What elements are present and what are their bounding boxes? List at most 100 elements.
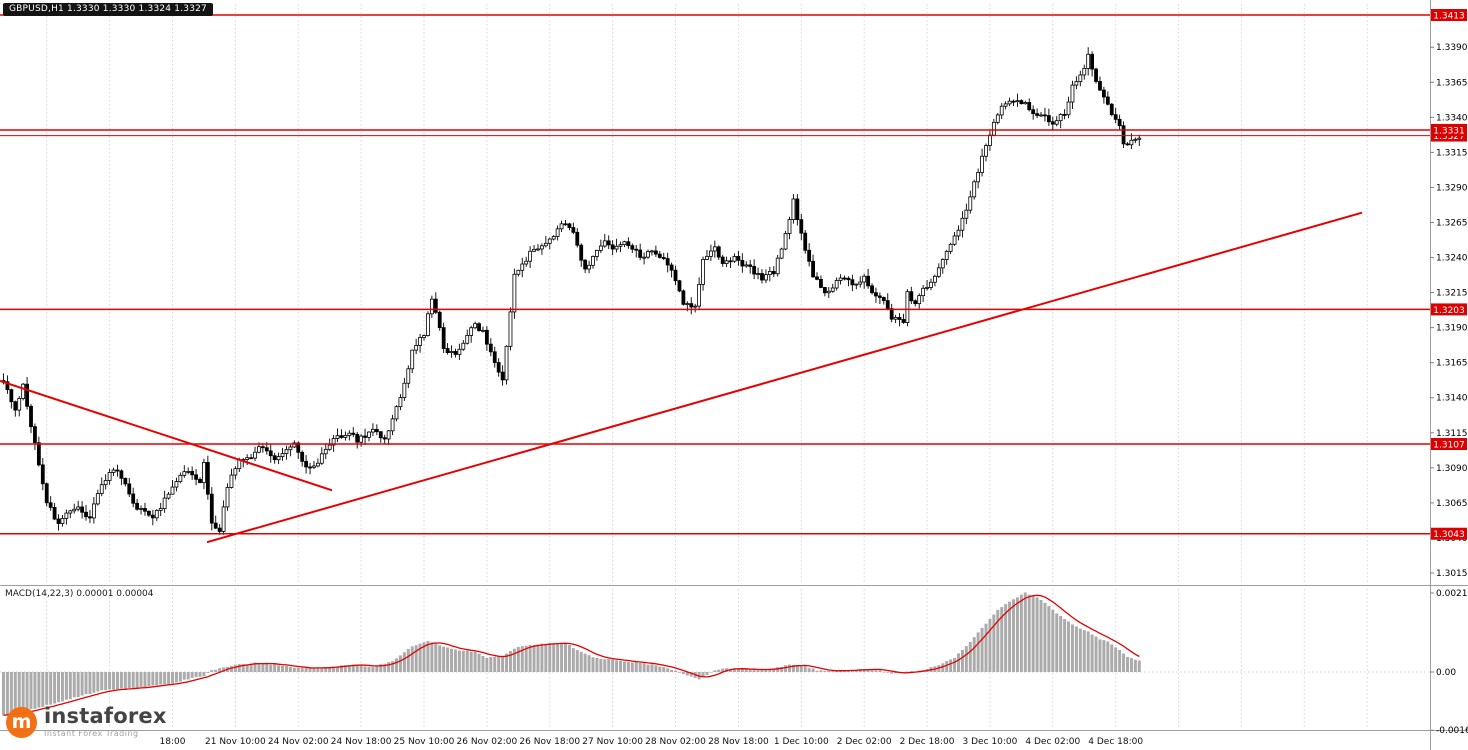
macd-bar	[170, 672, 174, 684]
candle-body	[874, 292, 878, 297]
macd-bar	[45, 672, 49, 705]
macd-bar	[949, 659, 953, 672]
macd-bar	[1039, 599, 1043, 672]
candle-body	[528, 250, 533, 262]
macd-bar	[151, 672, 155, 686]
macd-bar	[434, 643, 438, 672]
candle-body	[622, 241, 627, 246]
time-axis-label: 26 Nov 18:00	[519, 737, 580, 747]
price-axis-label: 1.3215	[1436, 289, 1468, 299]
macd-bar	[198, 672, 202, 677]
macd-bar	[953, 657, 957, 672]
candle-body	[764, 274, 768, 281]
time-axis-label: 21 Nov 10:00	[205, 737, 266, 747]
candle-body	[787, 219, 792, 234]
macd-bar	[29, 672, 33, 709]
macd-bar	[634, 662, 638, 672]
grid-lines	[0, 4, 1430, 729]
macd-bar	[595, 657, 599, 672]
candle-body	[115, 469, 120, 472]
candle-body	[382, 437, 387, 440]
macd-bar	[788, 664, 791, 672]
macd-bar	[1102, 640, 1106, 672]
horizontal-level-lines[interactable]	[0, 14, 1430, 535]
candle-body	[1062, 114, 1067, 116]
macd-bar	[591, 657, 595, 672]
candle-body	[854, 283, 859, 286]
candle-body	[304, 460, 309, 468]
candle-body	[374, 428, 379, 433]
price-level-badge-text: 1.3331	[1433, 126, 1465, 136]
macd-bar	[567, 644, 571, 672]
macd-bar	[552, 643, 556, 672]
candle-body	[838, 277, 843, 281]
macd-bar	[827, 670, 831, 672]
candle-body	[1129, 139, 1134, 146]
candle-body	[551, 236, 556, 240]
macd-axis-label: 0.00	[1436, 668, 1456, 678]
macd-axis[interactable]: 0.00217 0.00 -0.0016	[1430, 589, 1468, 736]
macd-bar	[253, 662, 257, 672]
macd-bar	[186, 672, 190, 680]
price-axis-label: 1.3015	[1436, 569, 1468, 579]
candle-body	[595, 249, 599, 257]
candle-body	[1027, 102, 1032, 111]
candle-body	[559, 223, 564, 230]
watermark-tagline: Instant Forex Trading	[44, 729, 139, 738]
candle-body	[866, 275, 870, 287]
candle-body	[426, 313, 430, 336]
candle-body	[779, 248, 784, 259]
candlestick-series	[1, 47, 1142, 535]
candle-body	[276, 456, 281, 461]
candle-body	[1086, 53, 1091, 69]
candle-body	[995, 114, 1000, 123]
macd-bar	[1019, 594, 1023, 672]
macd-bar	[229, 665, 233, 672]
price-axis-label: 1.3290	[1436, 183, 1468, 193]
macd-bar	[650, 664, 654, 672]
macd-bar	[791, 664, 795, 672]
candle-body	[64, 512, 69, 519]
candle-body	[103, 480, 108, 486]
candle-body	[465, 335, 470, 344]
macd-bar	[453, 649, 457, 672]
macd-bar	[556, 643, 560, 672]
time-axis[interactable]: 18:00 21 Nov 10:00 24 Nov 02:00 24 Nov 18:0…	[160, 737, 1144, 747]
trend-lines[interactable]	[0, 211, 1363, 544]
macd-bar	[709, 672, 713, 673]
macd-bar	[9, 672, 13, 714]
candle-body	[123, 477, 128, 485]
candle-body	[834, 280, 839, 289]
candle-body	[158, 508, 163, 511]
candle-body	[390, 418, 395, 432]
candle-body	[484, 329, 489, 345]
candle-body	[1098, 81, 1102, 91]
candle-body	[606, 240, 611, 246]
macd-bar	[312, 667, 316, 672]
macd-bar	[442, 646, 446, 672]
macd-bar	[1082, 630, 1086, 672]
macd-bar	[2, 672, 5, 716]
candle-body	[756, 273, 760, 275]
trend-line[interactable]	[206, 211, 1363, 544]
candle-body	[964, 209, 969, 219]
trend-line[interactable]	[0, 379, 333, 492]
candle-body	[225, 487, 230, 508]
candle-body	[488, 343, 493, 353]
candle-body	[72, 508, 77, 512]
macd-bar	[469, 651, 473, 672]
candle-body	[178, 474, 183, 482]
macd-bar	[489, 656, 493, 672]
candle-body	[547, 238, 552, 244]
price-axis-label: 1.3140	[1436, 394, 1468, 404]
time-axis-label: 18:00	[160, 737, 186, 747]
macd-bar	[815, 670, 819, 672]
candle-body	[229, 474, 234, 488]
candle-body	[524, 260, 529, 265]
macd-bar	[178, 672, 182, 682]
candle-body	[213, 522, 218, 529]
macd-bar	[438, 645, 442, 672]
macd-bar	[752, 669, 756, 672]
